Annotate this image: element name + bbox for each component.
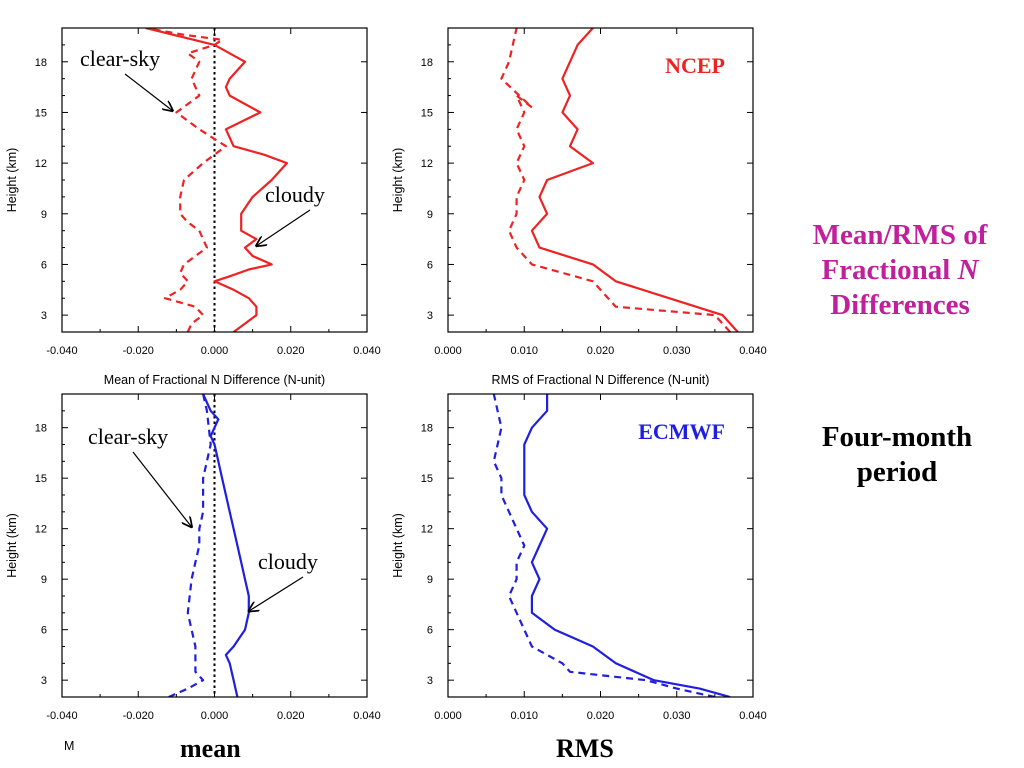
x-tick-label: -0.040 [46, 345, 77, 357]
x-tick-label: 0.040 [739, 345, 767, 357]
x-tick-label: 0.000 [434, 345, 462, 357]
y-axis-label: Height (km) [391, 148, 405, 213]
x-tick-label: 0.020 [277, 345, 305, 357]
y-tick-label: 3 [41, 310, 47, 322]
y-tick-label: 12 [35, 158, 47, 170]
figure-title-line1: Mean/RMS of [812, 219, 988, 251]
y-tick-label: 15 [421, 473, 433, 485]
series-line-clear-sky [492, 394, 716, 697]
y-axis-label: Height (km) [391, 513, 405, 578]
figure-title-line3: Differences [830, 288, 970, 321]
figure-title-italic-n: N [957, 253, 979, 286]
annotation-cloudy: cloudy [258, 549, 318, 574]
y-tick-label: 12 [35, 524, 47, 536]
annotation-clear-sky: clear-sky [88, 424, 168, 449]
annotation-cloudy: cloudy [265, 182, 325, 207]
y-tick-label: 6 [41, 259, 47, 271]
x-tick-label: 0.000 [434, 710, 462, 722]
x-tick-label: -0.040 [46, 710, 77, 722]
y-tick-label: 9 [41, 574, 47, 586]
x-tick-label: 0.030 [663, 345, 691, 357]
figure-title-line2-text: Fractional [821, 253, 958, 286]
y-axis-label: Height (km) [5, 148, 19, 213]
y-tick-label: 3 [427, 310, 433, 322]
model-label: ECMWF [638, 419, 725, 444]
series-line-cloudy [530, 28, 739, 332]
footer-rms-label: RMS [556, 734, 614, 763]
x-axis-label: Mean of Fractional N Difference (N-unit) [104, 373, 325, 387]
y-tick-label: 3 [41, 675, 47, 687]
annotation-arrow [249, 576, 304, 611]
series-line-clear-sky [145, 28, 227, 332]
annotation-arrow [256, 209, 311, 246]
x-tick-label: 0.010 [510, 710, 538, 722]
y-tick-label: 6 [427, 625, 433, 637]
x-tick-label: 0.020 [277, 710, 305, 722]
y-tick-label: 18 [421, 423, 433, 435]
chart-ncep-rms: 0.000 0.010 0.020 0.030 0.040 3 6 9 12 15 18 Height… [391, 27, 767, 387]
y-tick-label: 12 [421, 158, 433, 170]
model-label: NCEP [665, 53, 725, 78]
y-tick-label: 3 [427, 675, 433, 687]
x-tick-label: 0.040 [739, 710, 767, 722]
x-tick-label: 0.040 [353, 345, 381, 357]
chart-ecmwf-rms: 0.000 0.010 0.020 0.030 0.040 3 6 9 12 15 18 Height… [391, 393, 767, 722]
period-note-line2: period [856, 455, 938, 488]
y-tick-label: 18 [35, 423, 47, 435]
x-tick-label: 0.000 [201, 345, 229, 357]
y-tick-label: 12 [421, 524, 433, 536]
x-tick-label: -0.020 [123, 710, 154, 722]
period-note-line1: Four-month [821, 421, 973, 453]
x-tick-label: 0.020 [587, 710, 615, 722]
chart-ncep-mean: -0.040 -0.020 0.000 0.020 0.040 3 6 9 12 15 18 Heig… [5, 27, 381, 387]
chart-ecmwf-mean: -0.040 -0.020 0.000 0.020 0.040 3 6 9 12 15 18 Heig… [5, 393, 381, 722]
series-line-cloudy [523, 394, 731, 697]
y-tick-label: 15 [421, 107, 433, 119]
x-axis-label: RMS of Fractional N Difference (N-unit) [492, 373, 710, 387]
y-tick-label: 6 [427, 259, 433, 271]
annotation-arrow [132, 451, 192, 527]
x-tick-label: 0.000 [201, 710, 229, 722]
series-line-clear-sky [500, 28, 731, 332]
x-tick-label: 0.010 [510, 345, 538, 357]
series-line-cloudy [145, 28, 288, 332]
footer-mean-label: mean [180, 734, 241, 763]
figure-title-line2: Fractional N [782, 253, 1018, 288]
x-tick-label: 0.030 [663, 710, 691, 722]
period-note: Four-month period [790, 420, 1004, 490]
y-tick-label: 18 [35, 57, 47, 69]
clipped-axis-title-remnant: M [64, 739, 74, 753]
y-tick-label: 9 [427, 574, 433, 586]
y-tick-label: 15 [35, 473, 47, 485]
series-line-clear-sky [168, 394, 212, 697]
y-tick-label: 18 [421, 57, 433, 69]
y-axis-label: Height (km) [5, 513, 19, 578]
x-tick-label: 0.020 [587, 345, 615, 357]
y-tick-label: 9 [41, 209, 47, 221]
y-tick-label: 6 [41, 625, 47, 637]
x-tick-label: 0.040 [353, 710, 381, 722]
figure-title: Mean/RMS of Fractional N Differences [782, 218, 1018, 322]
y-tick-label: 9 [427, 209, 433, 221]
series-line-cloudy [202, 394, 250, 697]
annotation-clear-sky: clear-sky [80, 46, 160, 71]
x-tick-label: -0.020 [123, 345, 154, 357]
annotation-arrow [124, 73, 173, 111]
y-tick-label: 15 [35, 107, 47, 119]
